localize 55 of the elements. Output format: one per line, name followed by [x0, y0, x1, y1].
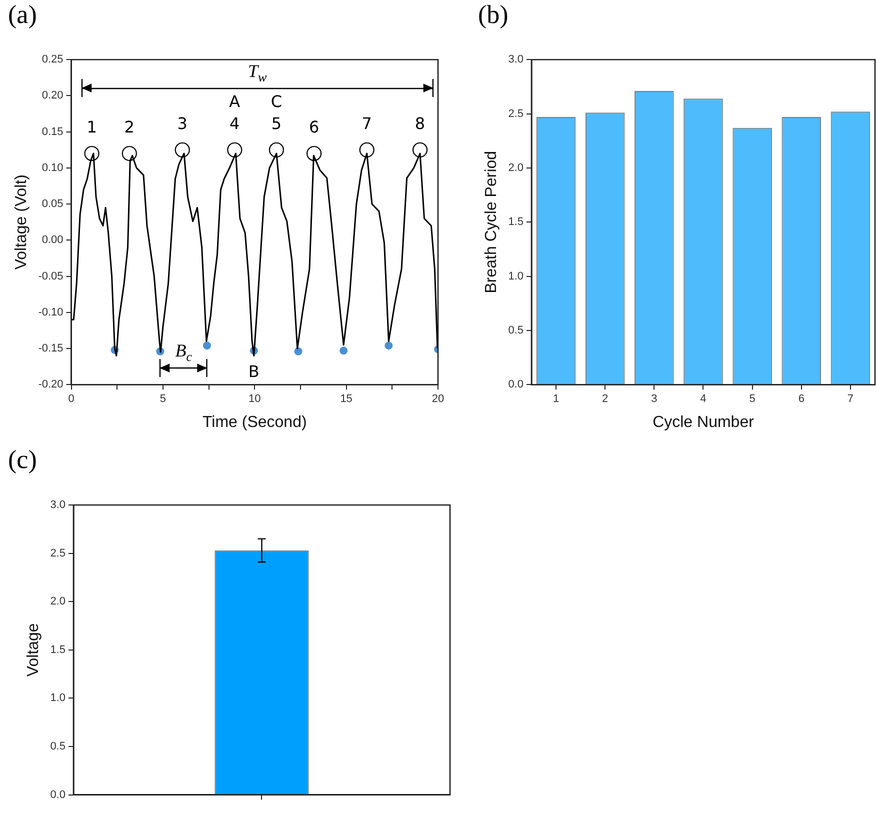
- y-tick-label: -0.15: [38, 342, 64, 355]
- y-tick-label: 0.20: [42, 90, 64, 102]
- chart-title: (b): [478, 0, 508, 30]
- y-tick-label: 0.0: [50, 788, 66, 801]
- x-tick-label: 2: [602, 393, 608, 406]
- chart-title: (c): [8, 445, 37, 475]
- annotation: 2: [124, 118, 134, 137]
- x-axis-title: Time (Second): [202, 414, 307, 431]
- x-tick-label: 3: [651, 393, 658, 406]
- x-tick-label: 15: [340, 393, 352, 406]
- x-tick-label: 6: [798, 393, 804, 406]
- y-tick-label: 1.5: [508, 216, 524, 228]
- annotation: 5: [271, 114, 282, 134]
- annotation: 3: [177, 114, 188, 134]
- annotation: 8: [414, 114, 426, 134]
- y-tick-label: 0.15: [42, 126, 64, 138]
- x-tick-label: 5: [160, 393, 166, 406]
- y-axis-title: Voltage (Volt): [13, 174, 30, 270]
- y-tick-label: 0.10: [42, 162, 64, 174]
- y-tick-label: -0.05: [38, 270, 64, 282]
- y-tick-label: 3.0: [508, 54, 524, 66]
- annotation: 1: [86, 118, 97, 137]
- x-tick-label: 4: [700, 393, 706, 406]
- x-tick-label: 0: [68, 393, 74, 406]
- y-tick-label: 1.0: [50, 692, 66, 704]
- x-tick-label: 5: [749, 393, 756, 406]
- annotation: A: [229, 92, 240, 112]
- y-tick-label: 2.0: [50, 596, 66, 608]
- y-tick-label: -0.20: [38, 378, 64, 391]
- y-tick-label: -0.10: [38, 306, 64, 318]
- x-tick-label: 10: [248, 393, 261, 406]
- x-tick-label: 1: [552, 393, 560, 406]
- y-axis-title: Breath Cycle Period: [483, 150, 500, 294]
- y-tick-label: 0.5: [50, 740, 66, 753]
- y-tick-label: 2.5: [508, 108, 524, 120]
- y-tick-label: 0.05: [42, 198, 64, 210]
- y-tick-label: 0.5: [508, 324, 524, 336]
- y-tick-label: 2.5: [50, 547, 66, 560]
- y-tick-label: 0.0: [508, 378, 524, 391]
- y-tick-label: 0.00: [42, 234, 64, 246]
- x-tick-label: 7: [847, 393, 854, 406]
- chart-title: (a): [8, 0, 37, 30]
- annotation: 6: [308, 118, 320, 137]
- y-tick-label: 2.0: [508, 162, 524, 174]
- x-axis-title: Cycle Number: [652, 414, 755, 431]
- annotation: B: [248, 362, 260, 381]
- y-tick-label: 3.0: [50, 499, 66, 512]
- annotation: 4: [230, 114, 240, 134]
- y-axis-title: Voltage: [25, 623, 42, 677]
- y-tick-label: 1.0: [508, 270, 524, 282]
- x-tick-label: 20: [432, 393, 444, 406]
- y-tick-label: 1.5: [50, 644, 66, 656]
- annotation: C: [270, 92, 282, 112]
- annotation: 7: [362, 114, 372, 134]
- y-tick-label: 0.25: [42, 54, 64, 66]
